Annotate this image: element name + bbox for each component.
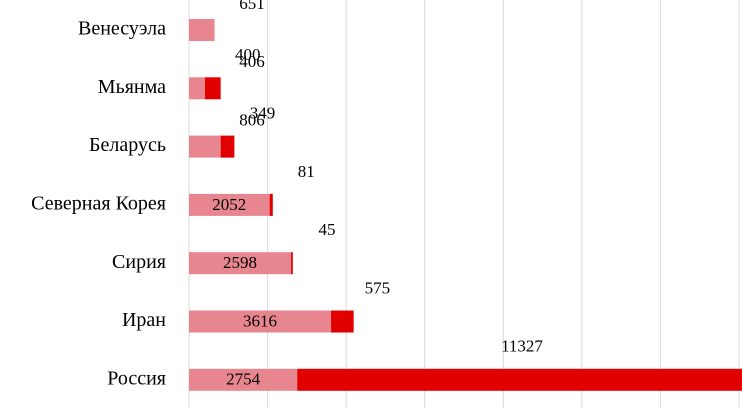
bar-segment	[189, 310, 332, 333]
value-label: 3616	[243, 311, 277, 330]
category-label: Северная Корея	[31, 192, 166, 214]
value-label: 651	[239, 0, 265, 13]
value-label: 2754	[226, 370, 261, 389]
value-label: 400	[235, 45, 261, 64]
bar-segment	[269, 193, 273, 216]
category-label: Венесуэла	[78, 18, 166, 40]
bar-segment	[189, 19, 215, 41]
value-label: 406	[239, 52, 265, 71]
category-label: Россия	[107, 367, 166, 389]
value-label: 2052	[212, 195, 246, 214]
bar-segment	[297, 368, 742, 391]
bar-segment	[189, 193, 270, 216]
bar-segment	[331, 310, 354, 333]
value-label: 45	[318, 220, 335, 239]
value-label: 806	[239, 111, 265, 130]
value-label: 81	[298, 162, 315, 181]
category-label: Беларусь	[89, 134, 166, 156]
value-label: 349	[250, 104, 276, 123]
bar-segment	[189, 252, 292, 275]
value-label: 11327	[501, 337, 543, 356]
value-label: 575	[365, 278, 391, 297]
bar-segment	[189, 368, 298, 391]
value-label: 2598	[223, 253, 257, 272]
category-label: Иран	[122, 309, 166, 331]
bar-segment	[189, 77, 205, 100]
bar-segment	[189, 135, 221, 158]
bar-segment	[291, 252, 293, 275]
category-label: Сирия	[112, 251, 166, 273]
bar-segment	[220, 135, 235, 158]
bar-segment	[204, 77, 221, 100]
category-label: Мьянма	[98, 76, 166, 98]
